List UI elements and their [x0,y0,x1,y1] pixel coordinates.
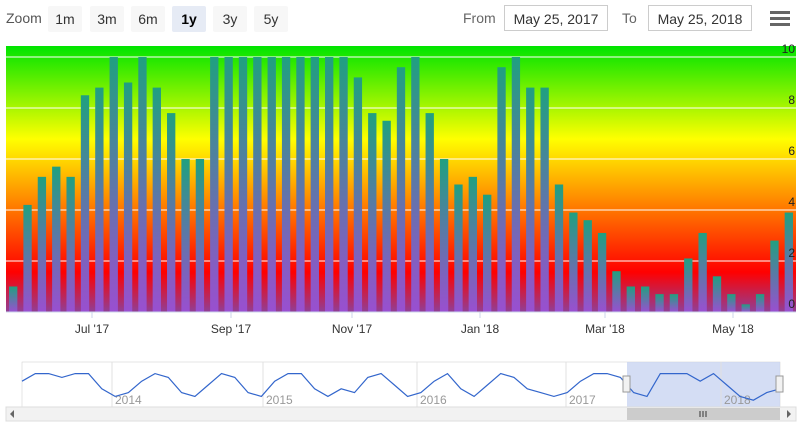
bar [267,57,276,312]
bar [612,271,621,312]
bar [109,57,118,312]
bar [23,204,32,312]
from-label: From [463,10,496,26]
scrollbar-grip-icon [699,411,707,417]
navigator-labels: 2014 2015 2016 2017 2018 [111,362,751,407]
bar [770,240,779,312]
scrollbar-track[interactable] [5,406,797,422]
y-tick-label: 8 [788,93,795,107]
bar [526,87,535,312]
x-axis-ticks: Jul '17 Sep '17 Nov '17 Jan '18 Mar '18 May '… [75,312,754,336]
bar [655,294,664,312]
navigator-left-handle[interactable] [622,375,631,393]
y-tick-label: 4 [788,195,795,209]
zoom-3y-button[interactable]: 3y [213,6,247,32]
navigator-label: 2015 [266,393,293,407]
zoom-1m-button[interactable]: 1m [48,6,82,32]
bar [540,87,549,312]
bar [497,67,506,312]
bar [66,176,75,312]
bar [511,57,521,312]
navigator-right-handle[interactable] [775,375,784,393]
bar [224,57,233,312]
zoom-3m-button[interactable]: 3m [90,6,124,32]
bar [597,232,607,312]
range-selector-toolbar: Zoom 1m 3m 6m 1y 3y 5y From May 25, 2017… [0,0,800,40]
bar [123,82,133,312]
bar [353,77,363,313]
bar [727,294,736,312]
navigator-label: 2016 [420,393,447,407]
y-tick-label: 10 [782,42,796,56]
y-tick-label: 6 [788,144,795,158]
navigator-label: 2017 [569,393,596,407]
bar [138,57,147,312]
bar [439,159,449,312]
bar [382,120,391,312]
bar [698,232,707,312]
bar-series [9,57,793,313]
y-tick-label: 2 [788,246,795,260]
x-tick-label: Jan '18 [461,322,500,336]
to-date-input[interactable]: May 25, 2018 [648,5,752,31]
bar [238,57,248,312]
navigator-selection[interactable] [627,362,780,407]
bar [755,294,765,312]
bar [296,57,305,312]
bar [37,176,47,312]
bar [583,220,592,312]
bar [468,176,477,312]
bar [210,57,219,312]
bar [741,304,750,312]
bar [483,194,492,312]
bar [626,286,635,312]
bar [569,212,578,312]
x-tick-label: Nov '17 [332,322,373,336]
navigator-label: 2018 [724,393,751,407]
bar [281,57,291,312]
bar [52,166,61,312]
bar [95,87,104,312]
bar [712,276,722,312]
bar [167,113,176,312]
bar [554,184,564,312]
bar [684,258,693,312]
zoom-5y-button[interactable]: 5y [254,6,288,32]
scrollbar-left-arrow-icon[interactable] [10,410,14,418]
navigator-series-line [21,372,781,401]
bar [784,212,793,312]
x-tick-label: Mar '18 [585,322,625,336]
navigator-label: 2014 [115,393,142,407]
x-tick-label: Jul '17 [75,322,110,336]
bar [310,57,319,312]
bar [80,95,90,312]
zoom-label: Zoom [6,10,42,26]
scrollbar-right-arrow-icon[interactable] [787,410,791,418]
x-tick-label: Sep '17 [211,322,252,336]
bar [339,57,348,312]
bar [368,113,377,312]
from-date-input[interactable]: May 25, 2017 [504,5,608,31]
y-tick-label: 0 [788,297,795,311]
bar [325,57,334,312]
zoom-1y-button[interactable]: 1y [172,6,206,32]
bar [641,286,650,312]
x-tick-label: May '18 [712,322,754,336]
bar [181,159,190,312]
bar [411,57,420,312]
bar [195,159,205,312]
bar [669,294,679,312]
zoom-6m-button[interactable]: 6m [131,6,165,32]
bar [253,57,262,312]
hamburger-menu-icon[interactable] [768,8,792,32]
to-label: To [622,10,637,26]
bar [9,286,18,312]
y-axis-ticks: 0 2 4 6 8 10 [782,42,796,311]
bar [152,87,161,312]
bar [454,184,463,312]
bar [425,113,434,312]
bar [396,67,406,312]
